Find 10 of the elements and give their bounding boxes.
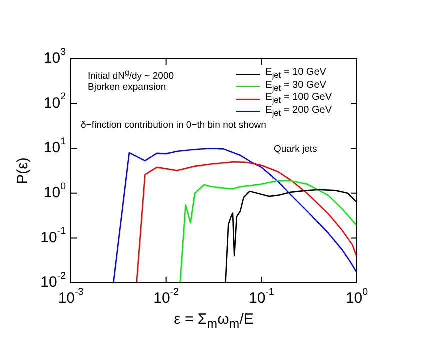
annotation: Bjorken expansion — [88, 82, 166, 93]
y-axis-title: P(ε) — [14, 158, 32, 184]
annotation: Initial dN$^{g}$/dy ~ 2000 — [88, 68, 174, 82]
x-axis-title: ε = Σ$_{m}$ω$_{m}$/E — [174, 311, 254, 331]
legend-label: E$_{jet}$ = 100 GeV — [266, 92, 332, 105]
annotation: δ−finction contribution in 0−th bin not shown — [81, 120, 266, 131]
annotation: Quark jets — [274, 144, 318, 155]
legend-label: E$_{jet}$ = 30 GeV — [266, 80, 326, 92]
legend-label: E$_{jet}$ = 10 GeV — [266, 67, 326, 80]
legend-label: E$_{jet}$ = 200 GeV — [266, 104, 332, 119]
